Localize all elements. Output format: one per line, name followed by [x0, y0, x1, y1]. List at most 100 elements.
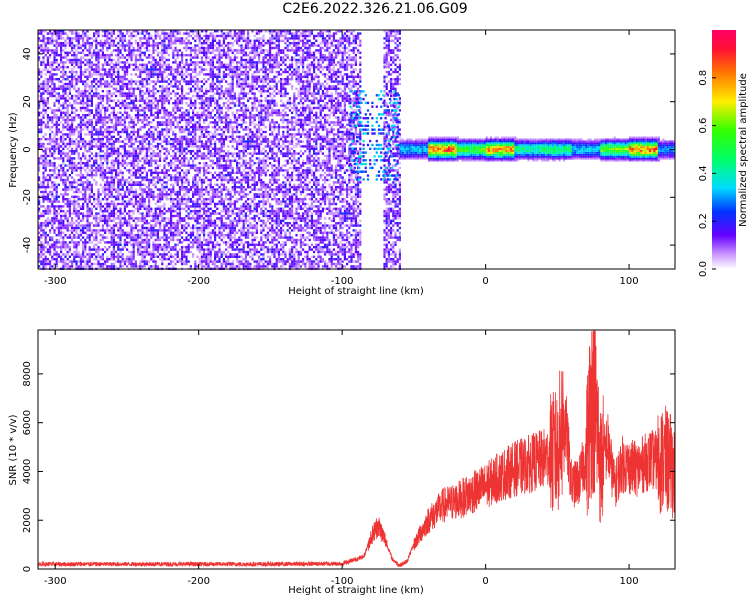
spectrogram-cell: [161, 193, 164, 196]
spectrogram-cell: [84, 123, 87, 126]
spectrogram-cell: [132, 154, 135, 158]
spectrogram-cell: [170, 39, 173, 42]
spectrogram-cell: [183, 80, 186, 83]
spectrogram-cell: [178, 238, 181, 242]
spectrogram-cell: [123, 202, 126, 206]
spectrogram-cell: [104, 229, 107, 232]
spectrogram-cell: [194, 217, 197, 220]
spectrogram-cell: [152, 234, 155, 237]
spectrogram-cell: [189, 68, 192, 71]
spectrogram-cell: [137, 58, 140, 62]
spectrogram-cell: [172, 176, 175, 179]
chart-title: C2E6.2022.326.21.06.G09: [282, 1, 468, 17]
spectrogram-cell: [181, 255, 184, 258]
spectrogram-cell: [178, 87, 181, 90]
spectrogram-cell: [90, 66, 93, 69]
spectrogram-cell: [73, 56, 76, 59]
spectrogram-cell: [97, 202, 100, 206]
spectrogram-cell: [145, 135, 148, 138]
spectrogram-cell: [38, 106, 41, 110]
spectrogram-cell: [99, 49, 102, 52]
spectrogram-cell: [42, 114, 45, 117]
spectrogram-cell: [49, 174, 52, 177]
spectrogram-cell: [40, 248, 43, 251]
spectrogram-cell: [40, 130, 43, 134]
spectrogram-cell: [106, 176, 109, 179]
spectrogram-cell: [62, 195, 65, 198]
spectrogram-cell: [60, 260, 63, 263]
spectrogram-cell: [90, 262, 93, 266]
spectrogram-cell: [159, 188, 162, 191]
spectrogram-cell: [64, 126, 67, 129]
spectrogram-cell: [112, 135, 115, 138]
spectrogram-cell: [183, 195, 186, 198]
spectrogram-cell: [161, 253, 164, 256]
spectrogram-cell: [192, 224, 195, 227]
spectrogram-cell: [64, 265, 67, 268]
spectrogram-cell: [172, 78, 175, 81]
spectrogram-cell: [44, 169, 47, 172]
spectrogram-cell: [165, 236, 168, 239]
spectrogram-cell: [150, 174, 153, 177]
spectrogram-cell: [194, 75, 197, 78]
spectrogram-cell: [90, 202, 93, 206]
spectrogram-cell: [110, 202, 113, 206]
spectrogram-cell: [194, 145, 197, 148]
spectrogram-cell: [101, 214, 104, 218]
spectrogram-cell: [143, 147, 146, 150]
spectrogram-cell: [90, 104, 93, 107]
spectrogram-cell: [51, 219, 54, 222]
spectrogram-cell: [154, 210, 157, 213]
spectrogram-cell: [128, 138, 131, 141]
spectrogram-cell: [132, 51, 135, 54]
spectrogram-cell: [62, 174, 65, 177]
spectrogram-cell: [165, 99, 168, 102]
spectrogram-cell: [150, 207, 153, 210]
spectrogram-cell: [117, 226, 120, 230]
spectrogram-cell: [44, 195, 47, 198]
spectrogram-cell: [198, 207, 201, 210]
spectrogram-cell: [71, 183, 74, 186]
spectrogram-cell: [154, 243, 157, 246]
spectrogram-cell: [126, 142, 129, 146]
spectrogram-cell: [86, 63, 89, 66]
spectrogram-cell: [55, 217, 58, 220]
spectrogram-cell: [163, 80, 166, 83]
spectrogram-cell: [207, 39, 210, 42]
spectrogram-cell: [46, 63, 49, 66]
spectrogram-cell: [42, 106, 45, 110]
spectrogram-cell: [55, 46, 58, 50]
spectrogram-cell: [187, 121, 190, 124]
spectrogram-cell: [183, 114, 186, 117]
spectrogram-cell: [84, 116, 87, 119]
spectrogram-cell: [104, 193, 107, 196]
spectrogram-cell: [170, 214, 173, 218]
spectrogram-cell: [150, 114, 153, 117]
spectrogram-cell: [119, 75, 122, 78]
spectrogram-cell: [115, 157, 118, 160]
spectrogram-cell: [75, 200, 78, 203]
spectrogram-cell: [119, 265, 122, 268]
spectrogram-cell: [178, 73, 181, 76]
spectrogram-cell: [139, 56, 142, 59]
spectrogram-cell: [196, 217, 199, 220]
spectrogram-cell: [101, 226, 104, 230]
spectrogram-cell: [62, 219, 65, 222]
spectrogram-cell: [152, 80, 155, 83]
spectrogram-cell: [106, 56, 109, 59]
spectrogram-cell: [130, 44, 133, 47]
spectrogram-cell: [95, 58, 98, 62]
spectrogram-cell: [203, 250, 206, 254]
spectrogram-cell: [101, 123, 104, 126]
spectrogram-cell: [40, 186, 43, 189]
spectrogram-cell: [38, 39, 41, 42]
spectrogram-cell: [165, 118, 168, 122]
spectrogram-cell: [156, 73, 159, 76]
spectrogram-cell: [95, 123, 98, 126]
spectrogram-cell: [79, 133, 82, 136]
spectrogram-cell: [139, 73, 142, 76]
spectrogram-cell: [165, 126, 168, 129]
spectrogram-cell: [49, 154, 52, 158]
spectrogram-cell: [104, 195, 107, 198]
spectrogram-cell: [79, 234, 82, 237]
